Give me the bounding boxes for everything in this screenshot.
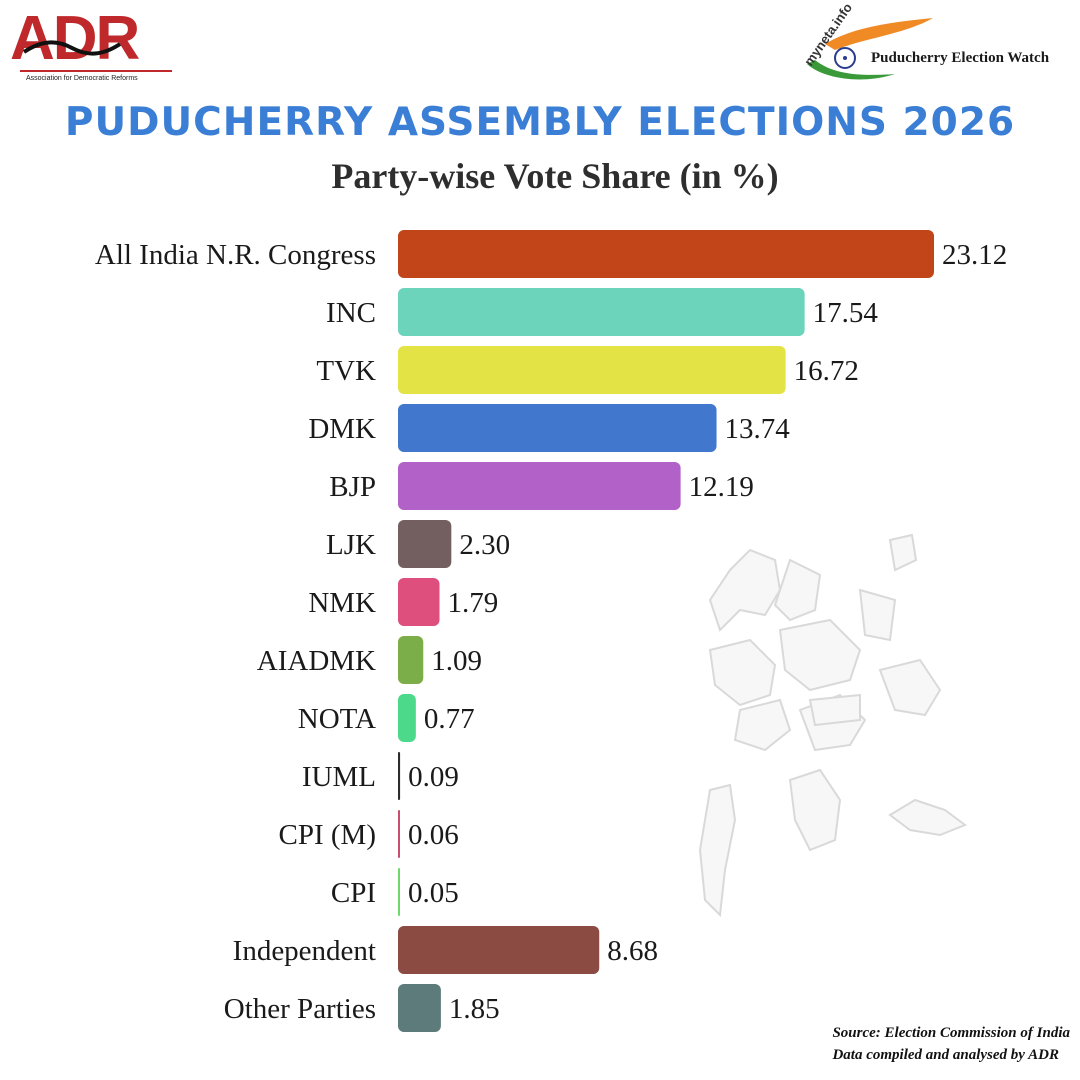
source-line-2: Data compiled and analysed by ADR bbox=[832, 1047, 1059, 1063]
bar bbox=[398, 926, 600, 974]
bar bbox=[398, 404, 717, 452]
value-label: 8.68 bbox=[607, 935, 658, 967]
category-label: All India N.R. Congress bbox=[95, 239, 376, 271]
category-label: TVK bbox=[316, 355, 376, 387]
bar bbox=[398, 810, 400, 858]
bar bbox=[398, 520, 452, 568]
value-label: 23.12 bbox=[942, 239, 1007, 271]
myneta-logo: myneta.info Puducherry Election Watch bbox=[795, 0, 1080, 82]
bar bbox=[398, 636, 424, 684]
chart-subtitle: Party-wise Vote Share (in %) bbox=[331, 156, 779, 196]
bar bbox=[398, 346, 786, 394]
value-label: 17.54 bbox=[813, 297, 879, 329]
bar bbox=[398, 462, 681, 510]
adr-underline bbox=[20, 70, 172, 72]
value-label: 1.79 bbox=[447, 587, 498, 619]
source-note: Source: Election Commission of India Dat… bbox=[832, 1022, 1070, 1066]
page-title: PUDUCHERRY ASSEMBLY ELECTIONS 2026 bbox=[64, 100, 1016, 145]
bar bbox=[398, 984, 441, 1032]
adr-logo-text: ADR bbox=[10, 4, 140, 73]
value-label: 16.72 bbox=[794, 355, 859, 387]
source-line-1: Source: Election Commission of India bbox=[832, 1025, 1070, 1041]
category-label: NOTA bbox=[298, 703, 376, 735]
category-label: Independent bbox=[233, 935, 376, 967]
flag-swoosh-icon bbox=[807, 18, 933, 80]
bar bbox=[398, 578, 440, 626]
value-label: 1.85 bbox=[449, 993, 500, 1025]
category-label: IUML bbox=[302, 761, 376, 793]
category-label: BJP bbox=[329, 471, 376, 503]
bar bbox=[398, 752, 401, 800]
value-label: 2.30 bbox=[459, 529, 510, 561]
category-label: CPI bbox=[331, 877, 376, 909]
category-label: Other Parties bbox=[224, 993, 376, 1025]
value-label: 0.09 bbox=[408, 761, 459, 793]
category-label: DMK bbox=[308, 413, 376, 445]
value-label: 0.05 bbox=[408, 877, 459, 909]
adr-tagline: Association for Democratic Reforms bbox=[26, 75, 138, 82]
category-label: NMK bbox=[308, 587, 376, 619]
puducherry-map-watermark bbox=[698, 533, 968, 918]
category-label: CPI (M) bbox=[279, 819, 376, 851]
myneta-title: Puducherry Election Watch bbox=[871, 50, 1050, 66]
adr-swoosh-icon bbox=[22, 40, 122, 56]
value-label: 1.09 bbox=[431, 645, 482, 677]
value-label: 0.77 bbox=[424, 703, 475, 735]
bar bbox=[398, 694, 416, 742]
category-label: AIADMK bbox=[257, 645, 376, 677]
value-label: 13.74 bbox=[725, 413, 791, 445]
adr-logo: ADR Association for Democratic Reforms bbox=[8, 4, 172, 82]
value-label: 12.19 bbox=[689, 471, 754, 503]
category-label: INC bbox=[326, 297, 376, 329]
bar bbox=[398, 868, 400, 916]
bar bbox=[398, 288, 805, 336]
value-label: 0.06 bbox=[408, 819, 459, 851]
bar bbox=[398, 230, 934, 278]
category-label: LJK bbox=[326, 529, 376, 561]
